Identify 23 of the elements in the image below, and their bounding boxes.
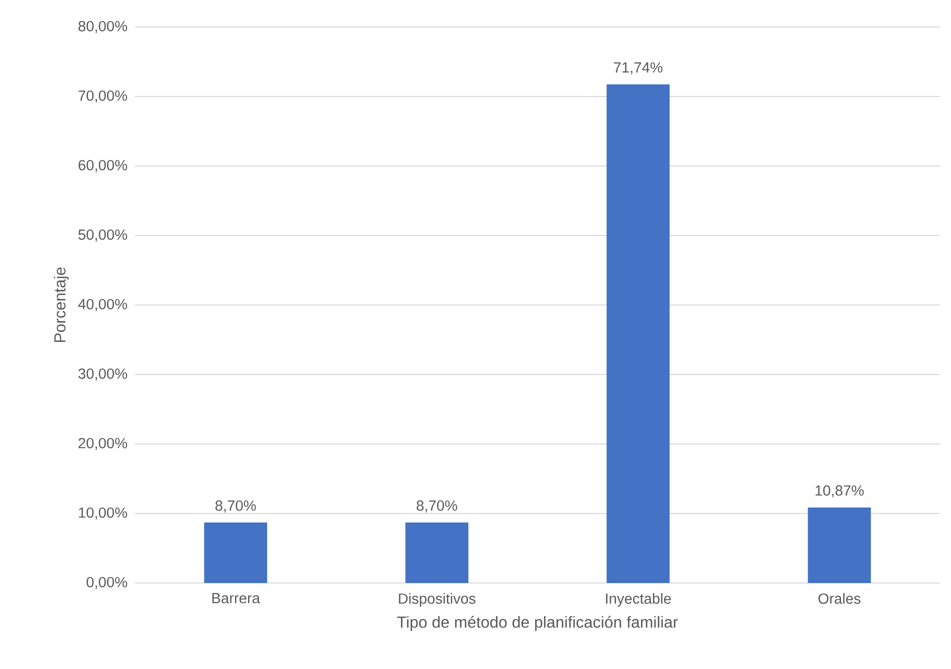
data-label: 8,70% <box>416 500 458 512</box>
bar <box>606 84 670 583</box>
y-tick-label: 80,00% <box>78 20 128 34</box>
y-tick-label: 60,00% <box>78 160 128 172</box>
x-tick-label: Barrera <box>212 593 260 604</box>
y-tick-label: 20,00% <box>78 438 128 450</box>
y-axis-title: Porcentaje <box>54 267 69 342</box>
data-label: 71,74% <box>614 62 662 74</box>
x-tick-label: Inyectable <box>606 593 671 607</box>
y-tick-label: 70,00% <box>78 90 128 103</box>
data-label: 8,70% <box>215 500 256 512</box>
y-tick-label: 30,00% <box>78 368 128 381</box>
bar <box>204 522 268 583</box>
x-tick-label: Dispositivos <box>398 593 476 607</box>
x-axis-title: Tipo de método de planificación familiar <box>397 616 678 631</box>
data-label: 10,87% <box>816 485 864 498</box>
y-tick-label: 10,00% <box>78 507 128 520</box>
bar <box>405 522 468 583</box>
y-tick-label: 0,00% <box>86 576 128 590</box>
y-tick-label: 50,00% <box>78 229 128 242</box>
x-tick-label: Orales <box>818 593 860 604</box>
bar <box>808 507 871 583</box>
y-tick-label: 40,00% <box>78 298 128 312</box>
